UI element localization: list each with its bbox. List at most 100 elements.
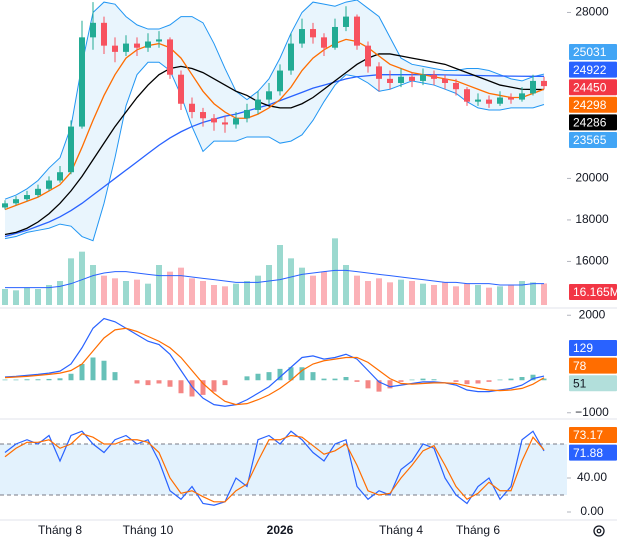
value-tag: [569, 444, 617, 461]
candle-body: [387, 78, 393, 83]
volume-bar: [365, 281, 371, 305]
candle-body: [475, 99, 481, 102]
macd-histogram: [35, 379, 41, 381]
volume-ma: [5, 269, 544, 289]
volume-bar: [200, 281, 206, 305]
macd-histogram: [343, 377, 349, 381]
value-tag-label: 24450: [573, 80, 607, 94]
volume-bar: [35, 289, 41, 305]
candle-body: [145, 41, 151, 48]
macd-histogram: [79, 364, 85, 381]
value-tag-label: 78: [573, 359, 587, 373]
macd-histogram: [57, 378, 63, 381]
macd-histogram: [508, 378, 514, 381]
macd-histogram: [101, 360, 107, 381]
band-lower: [4, 61, 545, 242]
volume-bar: [321, 271, 327, 305]
value-tag: [569, 61, 617, 78]
volume-bar: [255, 275, 261, 305]
volume-bar: [123, 281, 129, 305]
macd-histogram: [310, 372, 316, 381]
candle-body: [453, 82, 459, 90]
candle-body: [46, 180, 52, 189]
macd-histogram: [464, 380, 470, 385]
macd-histogram: [475, 380, 481, 384]
macd-histogram: [24, 379, 30, 381]
volume-bar: [189, 278, 195, 305]
macd-histogram: [420, 378, 426, 381]
macd-histogram: [68, 373, 74, 381]
volume-bar: [442, 282, 448, 305]
value-tag-label: 24286: [573, 116, 607, 130]
volume-bar: [310, 275, 316, 305]
value-tag-label: 16.165M: [573, 285, 617, 299]
candle-body: [420, 74, 426, 81]
macd-histogram: [530, 374, 536, 381]
candle-body: [541, 80, 547, 87]
value-tag-label: 23565: [573, 133, 607, 147]
candle-body: [68, 126, 74, 173]
volume-bar: [376, 278, 382, 305]
candle-body: [442, 78, 448, 83]
value-tag: [569, 132, 617, 148]
candle-body: [123, 43, 129, 52]
macd-histogram: [365, 380, 371, 389]
candle-body: [101, 22, 107, 46]
volume-bar: [134, 279, 140, 305]
value-tag-label: 24922: [573, 63, 607, 77]
volume-bar: [211, 285, 217, 305]
volume-bar: [24, 287, 30, 305]
candle-body: [211, 118, 217, 123]
y-tick-label: −1000: [575, 405, 609, 419]
macd-histogram: [332, 378, 338, 381]
candle-body: [431, 74, 437, 79]
volume-bar: [299, 267, 305, 305]
macd-histogram: [134, 380, 140, 384]
value-tag: [569, 96, 617, 113]
volume-bar: [57, 281, 63, 305]
y-tick-label: 16000: [575, 254, 609, 268]
macd-histogram: [486, 380, 492, 382]
y-tick-label: 18000: [575, 212, 609, 226]
stoch-band-fill: [0, 444, 567, 495]
moving-average: [4, 53, 545, 236]
candle-body: [255, 99, 261, 110]
macd-histogram: [189, 380, 195, 397]
candle-body: [376, 66, 382, 79]
volume-bar: [68, 258, 74, 305]
volume-bar: [398, 279, 404, 305]
x-tick-label: Tháng 8: [38, 523, 82, 537]
candle-body: [354, 16, 360, 46]
value-tag: [569, 340, 617, 356]
y-tick-label: 0.00: [580, 504, 604, 518]
volume-bar: [387, 282, 393, 305]
macd-histogram: [321, 378, 327, 381]
macd-histogram: [211, 380, 217, 392]
volume-bar: [332, 238, 338, 305]
macd-histogram: [431, 379, 437, 381]
y-tick-label: 28000: [575, 5, 609, 19]
volume-bar: [475, 285, 481, 305]
volume-bar: [145, 283, 151, 305]
candle-body: [299, 29, 305, 44]
volume-bar: [530, 282, 536, 305]
macd-histogram: [46, 378, 52, 381]
macd-histogram: [277, 368, 283, 381]
macd-histogram: [541, 378, 547, 381]
candle-body: [13, 199, 19, 204]
volume-bar: [409, 281, 415, 305]
macd-histogram: [178, 380, 184, 394]
macd-histogram: [112, 372, 118, 381]
macd-histogram: [255, 373, 261, 381]
macd-histogram: [266, 372, 272, 381]
candle-body: [398, 76, 404, 83]
macd-histogram: [497, 379, 503, 381]
volume-bar: [90, 265, 96, 305]
x-tick-label: Tháng 4: [379, 523, 423, 537]
candle-body: [321, 37, 327, 48]
value-tag-label: 129: [573, 341, 593, 355]
macd-histogram: [200, 380, 206, 395]
candle-body: [35, 188, 41, 196]
settings-icon[interactable]: [593, 525, 605, 537]
